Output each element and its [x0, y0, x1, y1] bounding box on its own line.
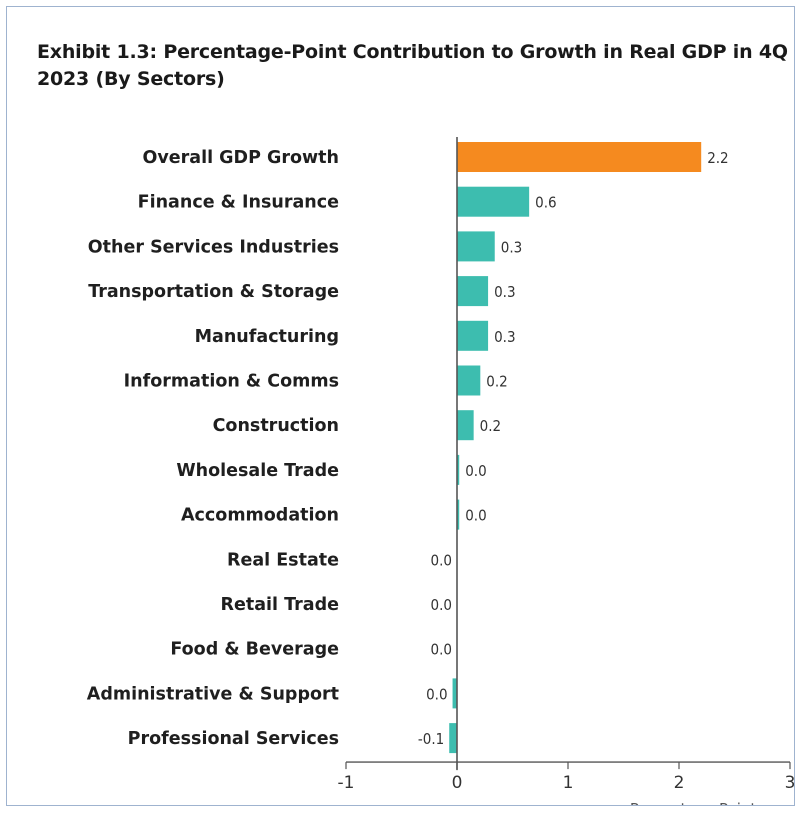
category-label: Information & Comms [124, 372, 339, 392]
bar [457, 454, 460, 485]
category-label: Accommodation [181, 506, 339, 526]
bar [457, 499, 460, 530]
data-label: 0.2 [480, 417, 501, 435]
category-label: Wholesale Trade [176, 461, 339, 481]
category-label: Administrative & Support [87, 684, 339, 704]
bar [457, 365, 481, 396]
chart-title: Exhibit 1.3: Percentage-Point Contributi… [37, 41, 788, 90]
data-label: 0.3 [494, 283, 515, 301]
x-tick-label: 2 [674, 773, 685, 793]
data-label: 0.6 [535, 194, 556, 212]
category-label: Manufacturing [195, 327, 339, 347]
data-label: 0.0 [431, 641, 452, 659]
data-label: 0.2 [486, 373, 507, 391]
data-label: 0.0 [465, 507, 486, 525]
bar [457, 142, 702, 172]
category-label: Professional Services [128, 729, 339, 749]
category-label: Retail Trade [221, 595, 340, 615]
data-label: 0.0 [426, 685, 447, 703]
chart-frame: Exhibit 1.3: Percentage-Point Contributi… [6, 6, 795, 806]
data-label: -0.1 [418, 730, 444, 748]
bar [457, 410, 474, 441]
data-label: 0.0 [465, 462, 486, 480]
data-label: 2.2 [707, 149, 728, 167]
x-axis-title: Percentage Points [630, 800, 764, 806]
bar-chart: Overall GDP Growth 2.2 Finance & Insurance… [87, 137, 795, 806]
bar [457, 231, 495, 262]
category-label: Other Services Industries [88, 237, 339, 257]
category-label: Finance & Insurance [138, 193, 339, 213]
bar [457, 320, 489, 351]
bar [457, 186, 530, 217]
data-label: 0.0 [431, 551, 452, 569]
x-tick-label: 0 [452, 773, 463, 793]
x-tick-label: -1 [338, 773, 355, 793]
data-label: 0.3 [494, 328, 515, 346]
category-label: Food & Beverage [170, 640, 339, 660]
category-label: Overall GDP Growth [143, 148, 340, 168]
category-label: Transportation & Storage [88, 282, 339, 302]
category-label: Real Estate [227, 550, 339, 570]
bar [457, 276, 489, 307]
data-label: 0.3 [501, 238, 522, 256]
x-tick-label: 1 [563, 773, 574, 793]
x-tick-label: 3 [785, 773, 795, 793]
bar [452, 678, 457, 709]
bar [449, 723, 457, 754]
category-label: Construction [213, 416, 339, 436]
data-label: 0.0 [431, 596, 452, 614]
